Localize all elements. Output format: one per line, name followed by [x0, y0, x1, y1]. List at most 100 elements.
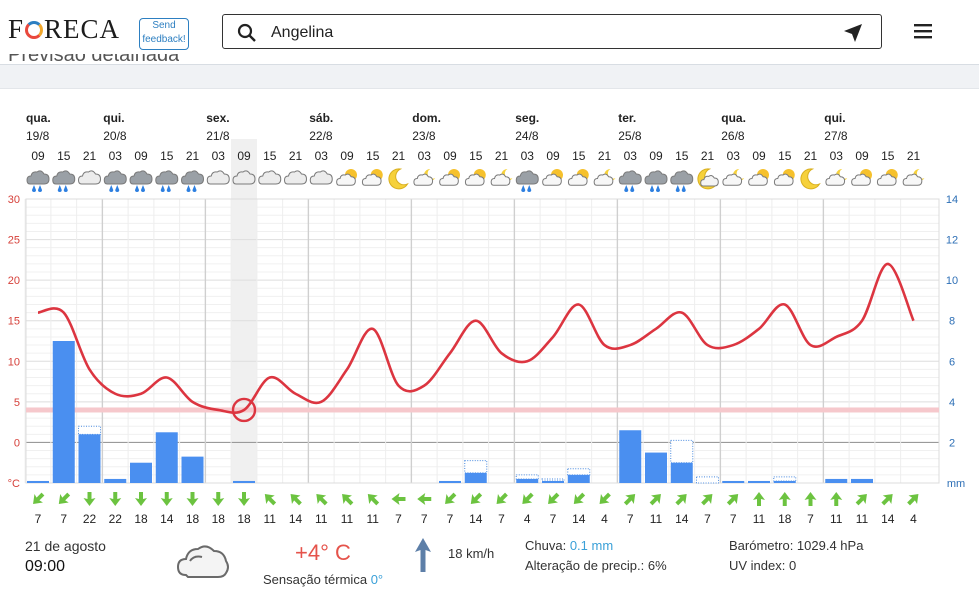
top-header: F RECA Send feedback! [0, 0, 979, 65]
precip-potential-bar [464, 460, 488, 474]
precip-tick-label: 6 [949, 356, 955, 368]
wind-arrow-icon [881, 494, 893, 506]
day-date-label: 26/8 [721, 129, 745, 143]
day-date-label: 27/8 [824, 129, 848, 143]
hour-label: 21 [495, 149, 509, 163]
precip-bar [464, 472, 487, 483]
partly-sun-weather-icon [748, 169, 769, 186]
wind-arrow-icon [212, 492, 225, 506]
foreca-logo[interactable]: F RECA [8, 14, 121, 44]
wind-arrow-icon [701, 494, 713, 506]
moon-cloud-weather-icon [697, 168, 719, 190]
day-date-label: 21/8 [206, 129, 230, 143]
hour-label: 09 [855, 149, 869, 163]
hour-label: 09 [134, 149, 148, 163]
day-date-label: 25/8 [618, 129, 642, 143]
precip-potential-bar [773, 476, 797, 482]
wind-speed-label: 7 [447, 512, 454, 526]
wind-arrow-icon [573, 492, 586, 504]
precip-bar [130, 462, 152, 483]
hour-label: 03 [418, 149, 432, 163]
hour-label: 03 [727, 149, 741, 163]
wind-arrow-icon [830, 492, 843, 506]
wind-speed-label: 14 [469, 512, 483, 526]
wind-arrow-icon [522, 492, 534, 504]
wind-arrow-icon [160, 492, 173, 506]
precip-bar [155, 432, 178, 483]
day-name-label: seg. [515, 111, 539, 125]
precip-bar [645, 452, 667, 483]
day-date-label: 24/8 [515, 129, 539, 143]
hour-label: 03 [212, 149, 226, 163]
hour-label: 21 [186, 149, 200, 163]
wind-arrow-icon [804, 492, 817, 506]
location-arrow-icon[interactable] [843, 23, 863, 43]
wind-arrow-icon [367, 494, 380, 506]
hour-label: 15 [366, 149, 380, 163]
search-input[interactable] [269, 19, 833, 46]
cloud-weather-icon [206, 170, 230, 185]
temperature-tick-label: 30 [8, 194, 20, 206]
wind-speed-label: 7 [421, 512, 428, 526]
rain-value: 0.1 mm [569, 538, 614, 553]
hour-label: 03 [830, 149, 844, 163]
wind-arrow-icon [417, 493, 432, 505]
wind-speed-label: 18 [212, 512, 226, 526]
hour-label: 15 [469, 149, 483, 163]
search-box[interactable] [222, 14, 882, 49]
partly-sun-weather-icon [876, 169, 898, 186]
wind-speed-label: 11 [341, 512, 354, 526]
wind-speed-label: 11 [753, 512, 766, 526]
feels-like-band [26, 407, 939, 413]
cloud-weather-icon [309, 170, 333, 185]
day-name-label: ter. [618, 111, 636, 125]
precip-potential-bar [696, 476, 719, 484]
hour-label: 09 [443, 149, 457, 163]
precip-bar [670, 462, 693, 483]
day-date-label: 22/8 [309, 129, 333, 143]
wind-arrow-icon [58, 492, 71, 504]
precip-bar [542, 480, 564, 483]
wind-arrow-icon [548, 492, 560, 504]
wind-speed-label: 18 [237, 512, 251, 526]
temperature-line [37, 262, 915, 415]
temperature-tick-label: 10 [8, 356, 20, 368]
feels-like-label: Sensação térmica [263, 572, 368, 587]
wind-speed-label: 18 [134, 512, 148, 526]
precip-bar [233, 480, 255, 483]
cloud-weather-icon [258, 170, 282, 185]
wind-arrow-icon [342, 494, 354, 506]
send-feedback-button[interactable]: Send feedback! [139, 18, 189, 50]
hour-label: 03 [109, 149, 123, 163]
wind-arrow-icon [496, 492, 508, 504]
wind-speed-label: 14 [881, 512, 895, 526]
precip-change: Alteração de precip.: 6% [525, 558, 667, 573]
precip-bar [567, 474, 590, 483]
partly-moon-weather-icon [825, 168, 848, 186]
wind-speed-label: 14 [160, 512, 174, 526]
hour-label: 15 [572, 149, 586, 163]
hamburger-menu-icon[interactable] [912, 22, 934, 40]
detail-panel: 21 de agosto 09:00 +4° C Sensação térmic… [0, 535, 979, 602]
partly-sun-weather-icon [542, 169, 563, 186]
moon-weather-icon [388, 168, 409, 190]
detail-temperature: +4° C [295, 540, 351, 565]
wind-arrow-icon [445, 492, 457, 504]
wind-arrow-icon [649, 494, 661, 506]
search-icon[interactable] [237, 23, 257, 43]
rain-weather-icon [644, 170, 668, 192]
cloud-weather-icon [77, 170, 102, 185]
selected-point-marker[interactable] [231, 397, 257, 423]
detail-time: 09:00 [25, 558, 66, 575]
partly-sun-weather-icon [361, 169, 383, 186]
wind-speed-label: 7 [498, 512, 505, 526]
partly-sun-weather-icon [464, 169, 486, 186]
wind-arrow-icon [186, 492, 199, 506]
hour-label: 03 [315, 149, 329, 163]
hour-label: 15 [881, 149, 895, 163]
hour-label: 09 [31, 149, 45, 163]
cloud-weather-icon [232, 170, 256, 185]
wind-speed-label: 22 [109, 512, 123, 526]
temperature-tick-label: 15 [8, 316, 20, 328]
rain-weather-icon [52, 170, 76, 192]
